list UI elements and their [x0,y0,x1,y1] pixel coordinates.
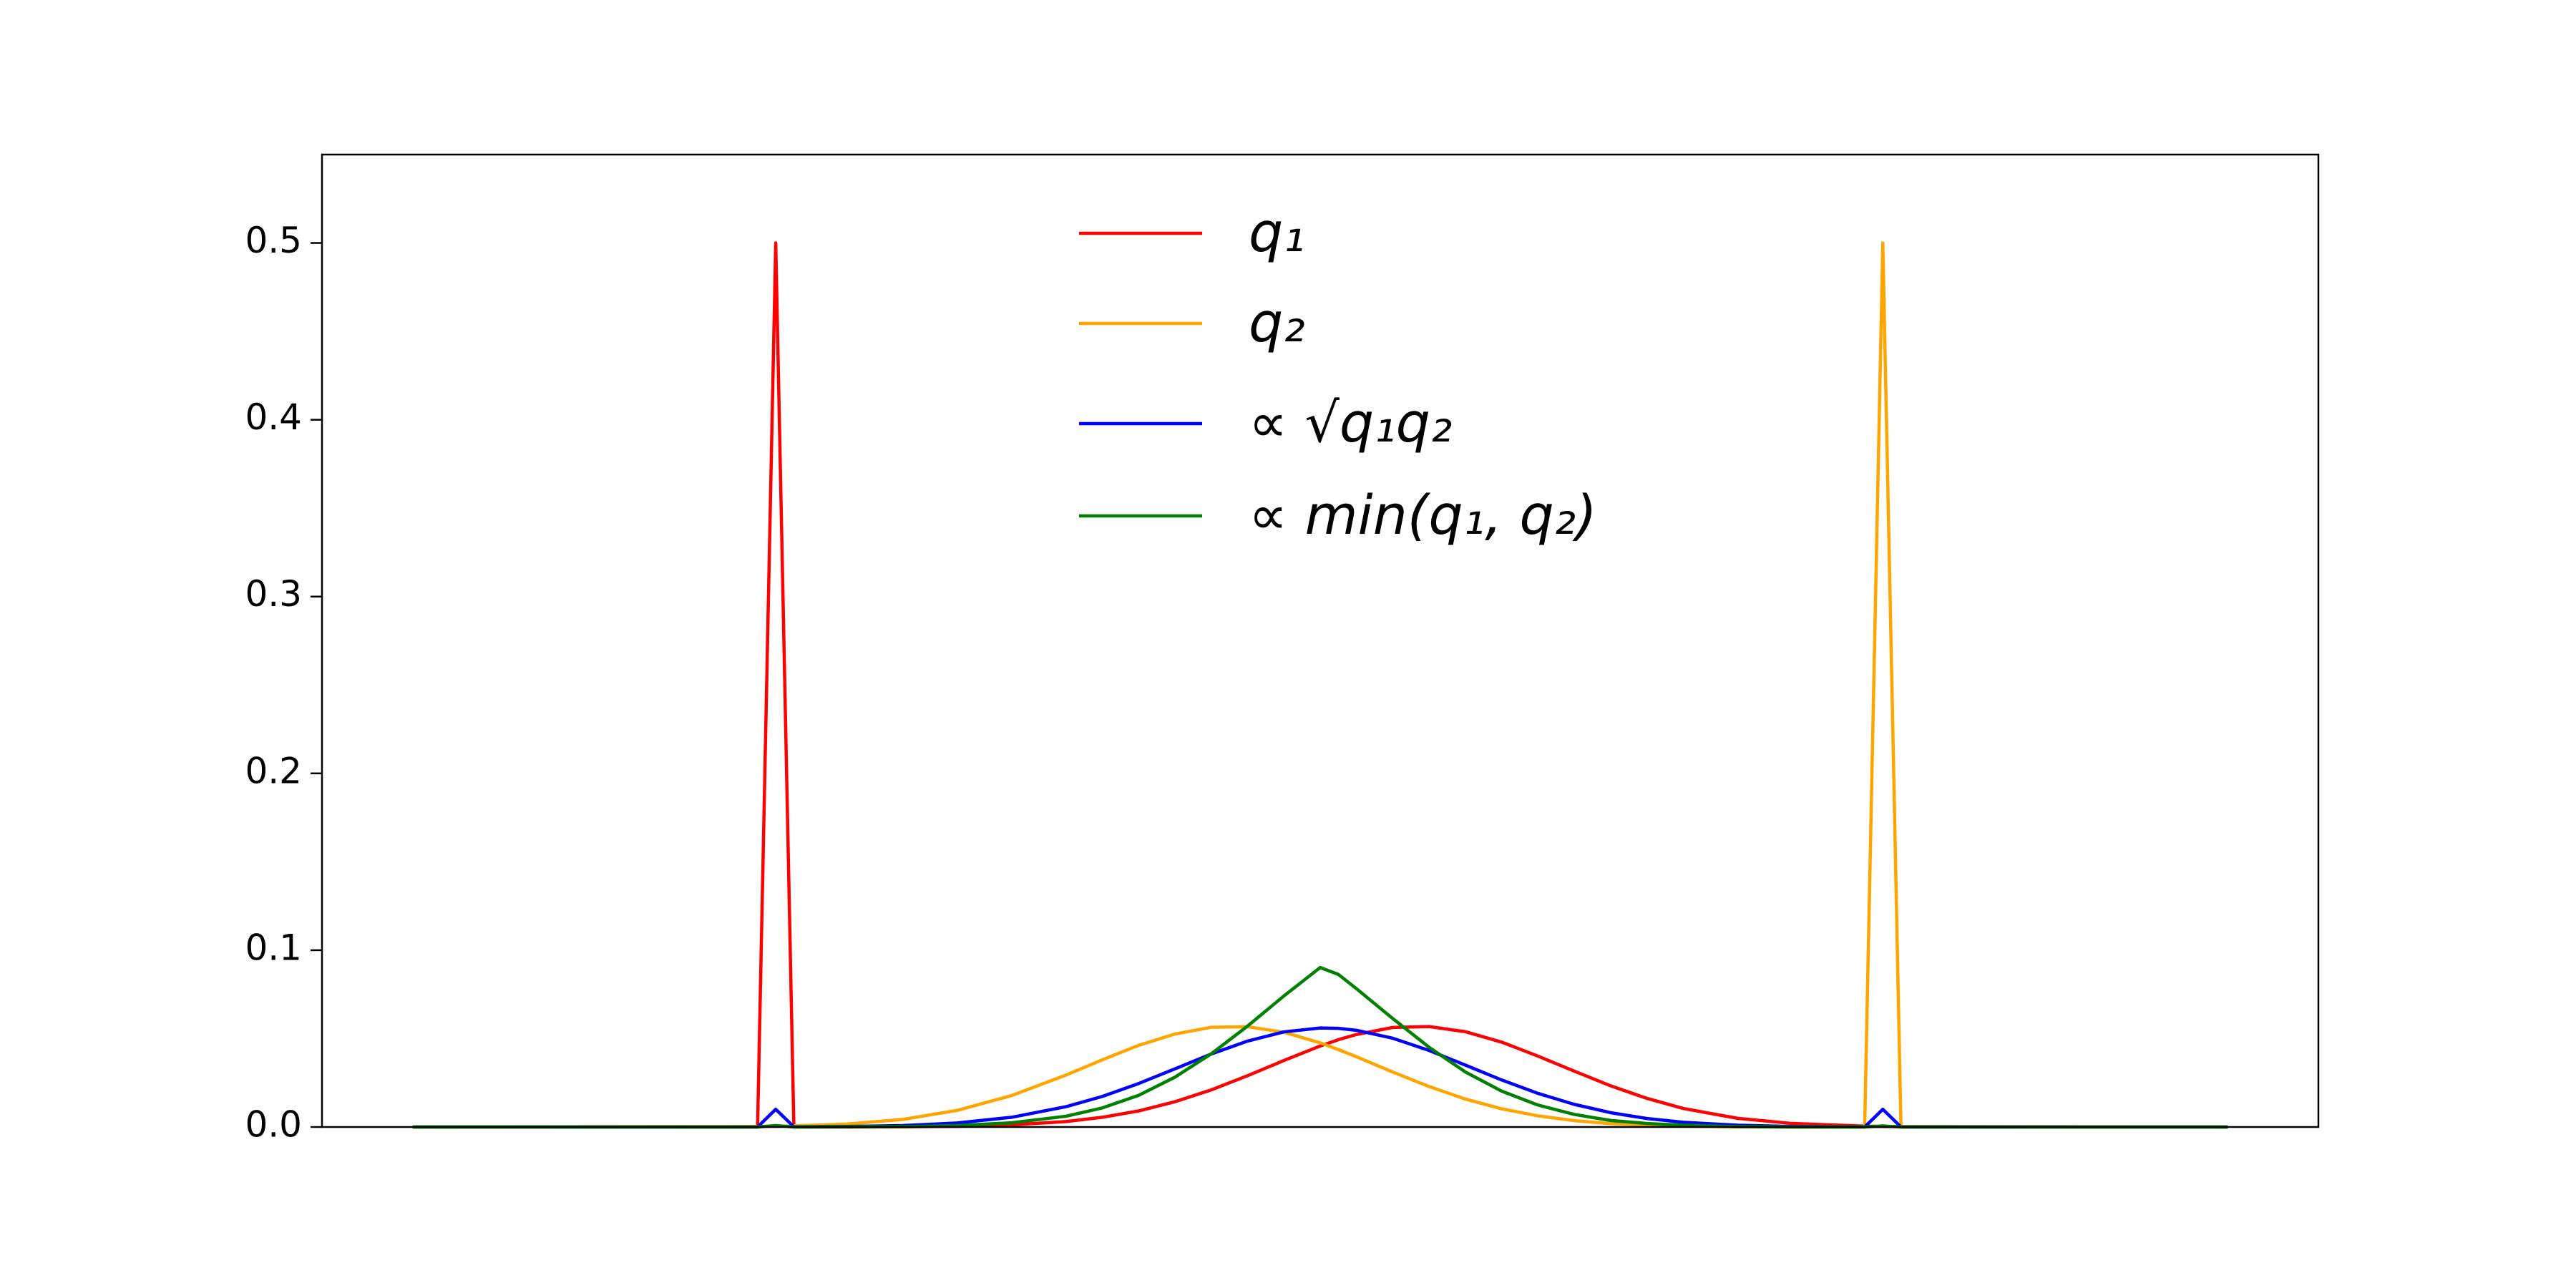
plot-frame [321,153,2320,1128]
y-tick-label: 0.3 [245,573,302,615]
y-tick-label: 0.4 [245,396,302,438]
legend-label: q₂ [1249,291,1305,354]
y-tick-label: 0.0 [245,1104,302,1146]
legend-label: q₁ [1249,200,1305,264]
legend-label: ∝ min(q₁, q₂) [1249,483,1597,547]
y-tick-label: 0.5 [245,220,302,261]
y-tick-label: 0.1 [245,927,302,968]
y-tick-label: 0.2 [245,750,302,791]
legend-label: ∝ √q₁q₂ [1249,391,1452,454]
